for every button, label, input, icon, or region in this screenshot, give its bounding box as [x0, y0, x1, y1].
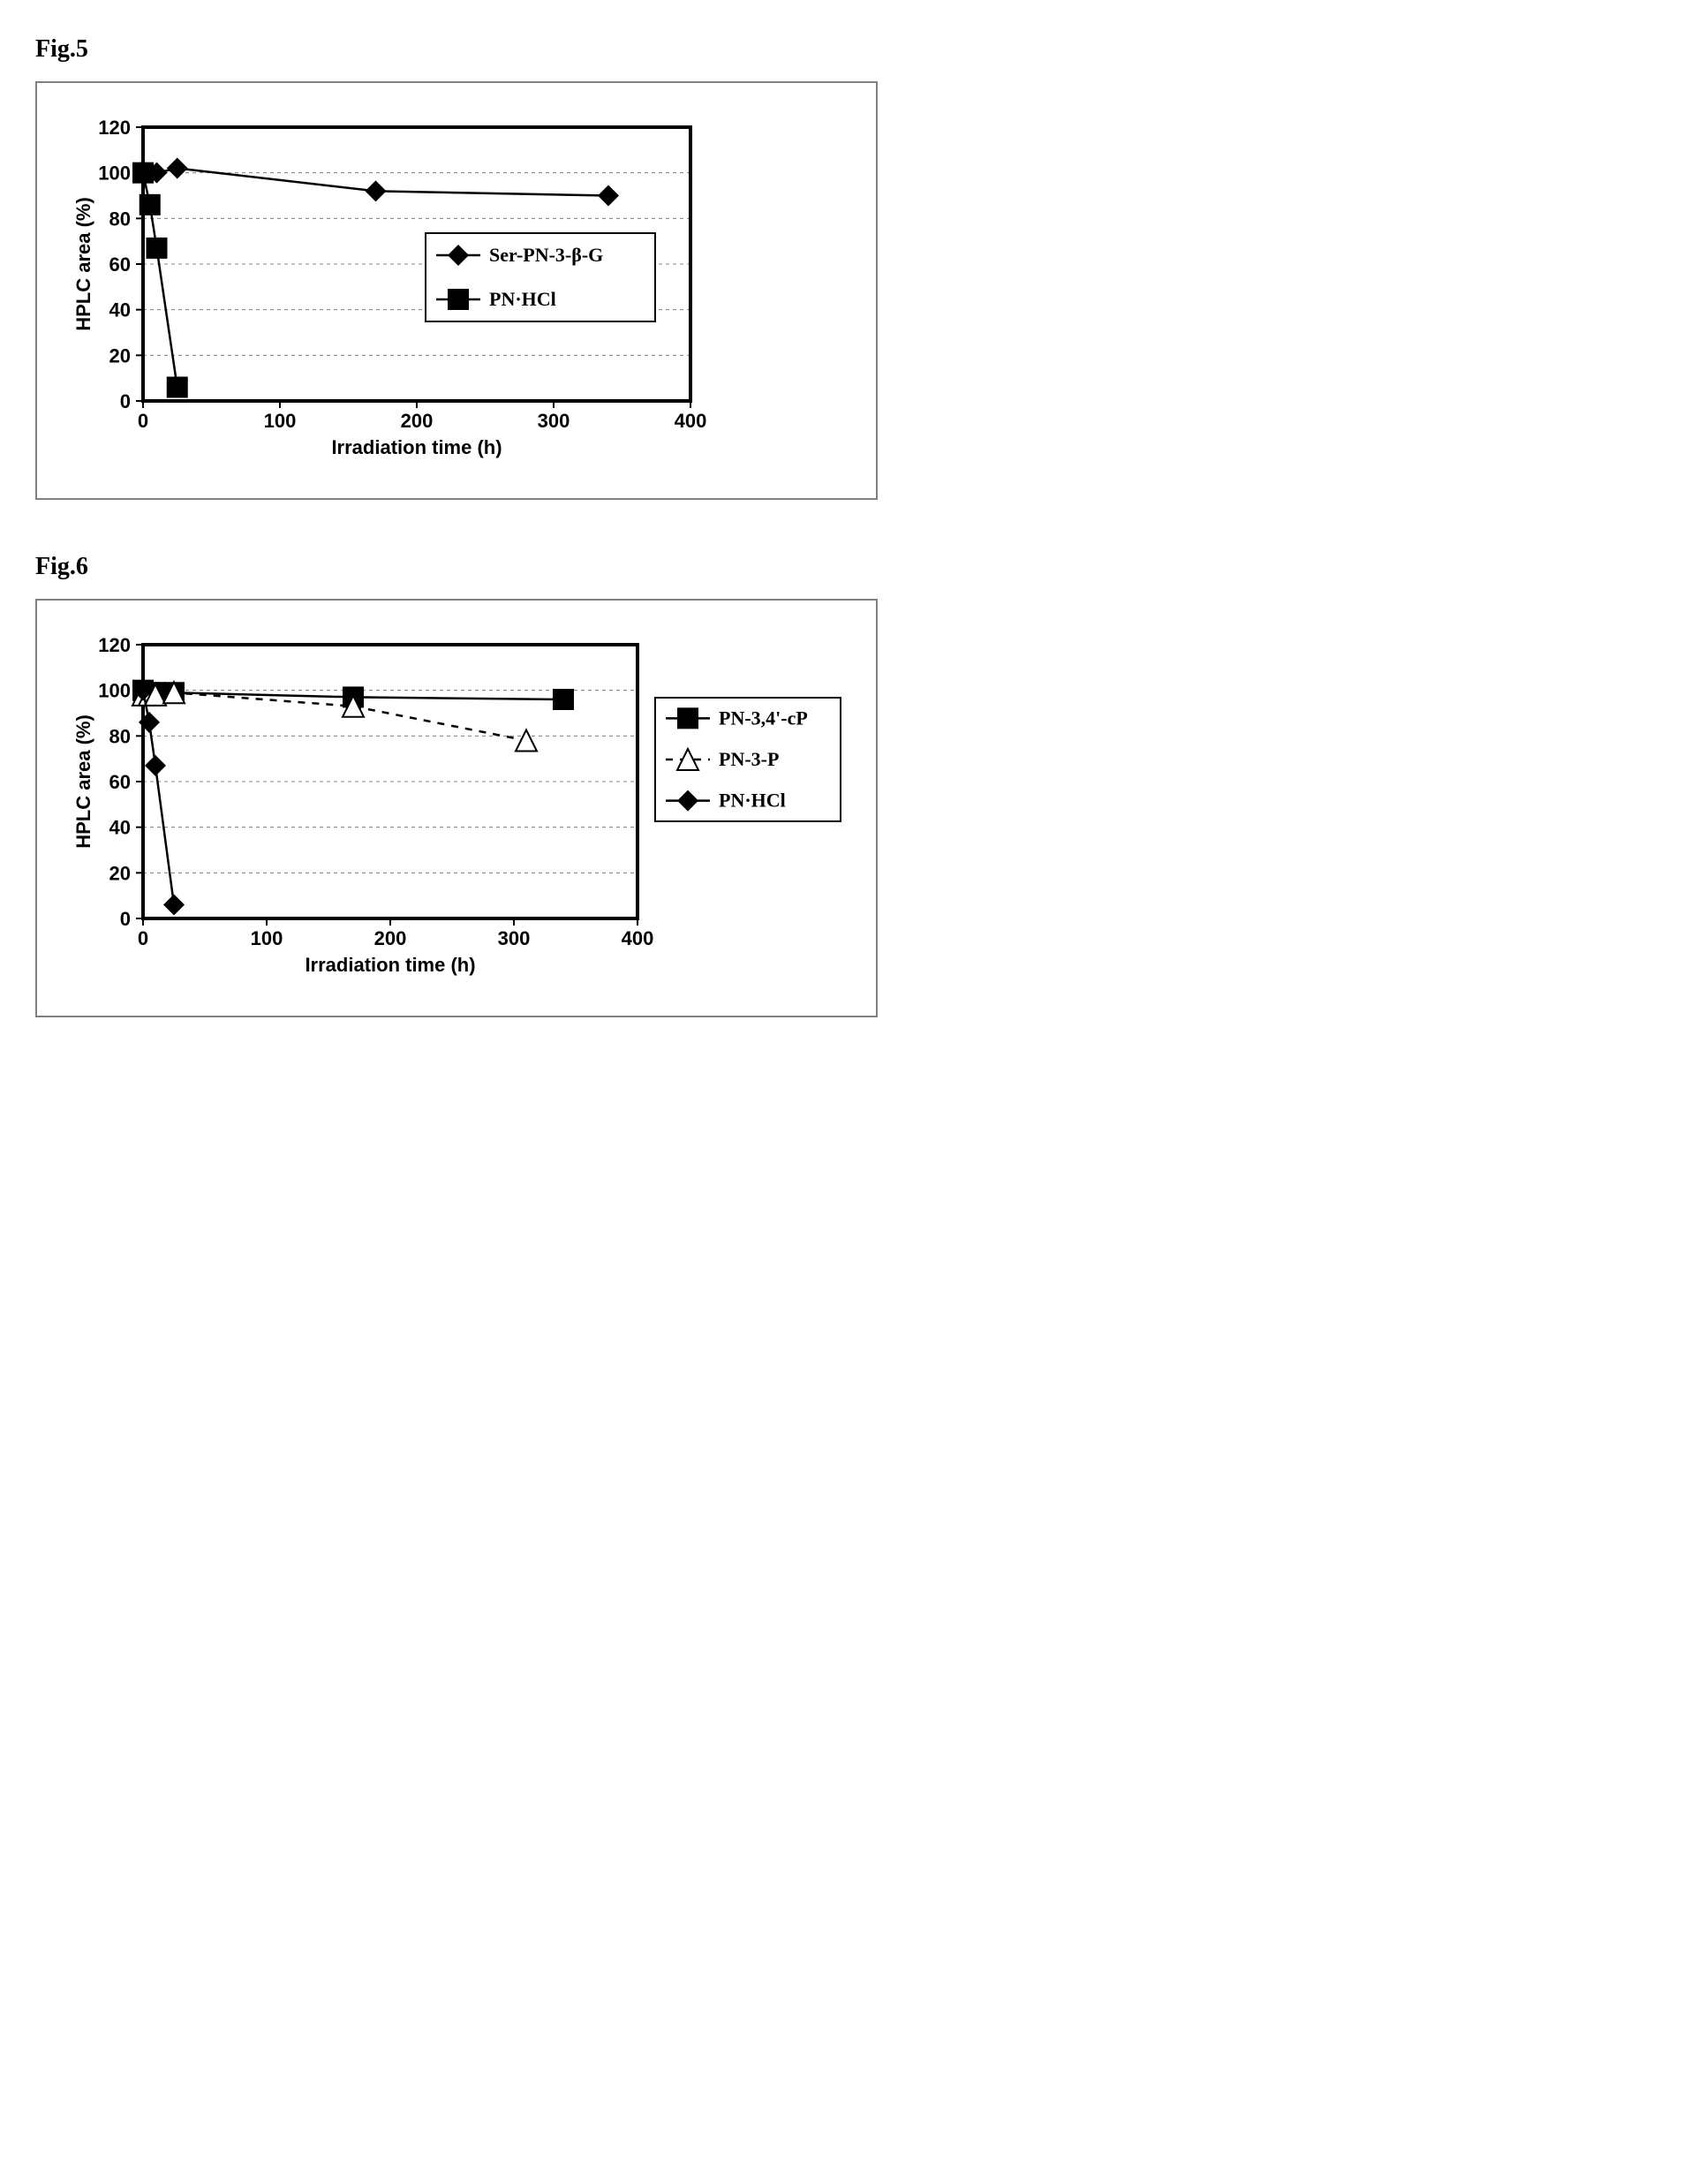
svg-text:PN·HCl: PN·HCl — [489, 288, 556, 310]
svg-text:60: 60 — [109, 253, 131, 276]
fig6-label: Fig.6 — [35, 553, 1655, 581]
svg-text:0: 0 — [138, 927, 148, 949]
fig6-chart: 0 100 200 300 400 0 20 40 60 80 100 120 Irradiation … — [64, 627, 858, 998]
svg-text:PN·HCl: PN·HCl — [719, 790, 786, 812]
svg-text:0: 0 — [120, 908, 131, 930]
svg-text:40: 40 — [109, 299, 131, 321]
svg-text:20: 20 — [109, 862, 131, 884]
svg-text:400: 400 — [675, 410, 707, 432]
svg-text:80: 80 — [109, 208, 131, 230]
svg-text:300: 300 — [538, 410, 570, 432]
svg-text:60: 60 — [109, 771, 131, 793]
svg-text:120: 120 — [98, 117, 131, 139]
svg-text:Ser-PN-3-β-G: Ser-PN-3-β-G — [489, 244, 603, 266]
svg-text:200: 200 — [401, 410, 434, 432]
fig5-chart-container: 0 100 200 300 400 0 20 40 60 80 100 120 Irradiation … — [35, 81, 878, 500]
svg-text:200: 200 — [374, 927, 407, 949]
svg-text:80: 80 — [109, 725, 131, 747]
svg-text:120: 120 — [98, 634, 131, 656]
svg-text:0: 0 — [120, 390, 131, 412]
svg-text:40: 40 — [109, 817, 131, 839]
svg-text:300: 300 — [498, 927, 531, 949]
svg-text:HPLC area (%): HPLC area (%) — [72, 714, 94, 849]
fig5-label: Fig.5 — [35, 35, 1655, 64]
svg-text:Irradiation time (h): Irradiation time (h) — [331, 436, 502, 458]
svg-text:PN-3-P: PN-3-P — [719, 748, 779, 770]
fig6-chart-container: 0 100 200 300 400 0 20 40 60 80 100 120 Irradiation … — [35, 599, 878, 1017]
svg-text:100: 100 — [251, 927, 283, 949]
svg-text:100: 100 — [98, 680, 131, 702]
fig5-chart: 0 100 200 300 400 0 20 40 60 80 100 120 Irradiation … — [64, 110, 823, 480]
svg-text:100: 100 — [264, 410, 297, 432]
svg-text:20: 20 — [109, 344, 131, 367]
svg-text:Irradiation time (h): Irradiation time (h) — [305, 954, 475, 976]
svg-text:0: 0 — [138, 410, 148, 432]
svg-text:400: 400 — [622, 927, 654, 949]
svg-text:HPLC area (%): HPLC area (%) — [72, 197, 94, 331]
svg-text:100: 100 — [98, 162, 131, 185]
svg-text:PN-3,4'-cP: PN-3,4'-cP — [719, 707, 808, 729]
